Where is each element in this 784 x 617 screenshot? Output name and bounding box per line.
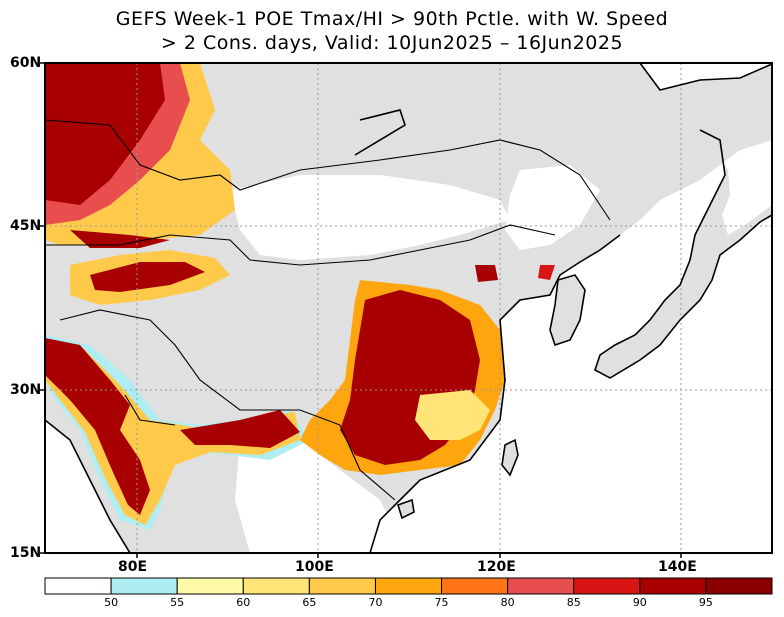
region-indochina-low (235, 440, 395, 553)
colorbar-swatch (308, 577, 376, 595)
colorbar-label: 65 (302, 596, 317, 609)
country-borders (44, 119, 611, 501)
colorbar-label: 80 (500, 596, 515, 609)
colorbar-swatch (507, 577, 575, 595)
lon-label-140e: 140E (658, 559, 697, 575)
colorbar-label: 75 (434, 596, 449, 609)
landmass-japan (595, 130, 772, 378)
lon-label-120e: 120E (477, 559, 516, 575)
lat-label-30n: 30N (10, 382, 42, 398)
colorbar-swatch (44, 577, 112, 595)
map-title-line2: > 2 Cons. days, Valid: 10Jun2025 – 16Jun… (160, 32, 624, 54)
colorbar-swatch (110, 577, 178, 595)
colorbar-swatch (374, 577, 443, 595)
colorbar-label: 60 (236, 596, 251, 609)
colorbar-label: 85 (566, 596, 581, 609)
map-frame (44, 62, 773, 554)
lon-label-100e: 100E (295, 559, 334, 575)
coastlines (44, 62, 773, 554)
colorbar-swatch (705, 577, 773, 595)
colorbar-label: 70 (368, 596, 383, 609)
probability-overlay (45, 63, 555, 530)
colorbar-swatch (639, 577, 707, 595)
lat-label-15n: 15N (10, 545, 42, 561)
axis-ticks (40, 62, 682, 558)
landmass-taiwan (502, 440, 518, 475)
lat-label-60n: 60N (10, 55, 42, 71)
map-title-line1: GEFS Week-1 POE Tmax/HI > 90th Pctle. wi… (115, 8, 669, 30)
colorbar-swatch (242, 577, 310, 595)
region-mongolia-low (230, 175, 510, 260)
region-south-india-low (45, 420, 130, 553)
lat-label-45n: 45N (10, 218, 42, 234)
colorbar (44, 577, 773, 595)
colorbar-label: 55 (170, 596, 185, 609)
colorbar-swatch (176, 577, 244, 595)
lon-label-80e: 80E (118, 559, 148, 575)
colorbar-swatch (573, 577, 641, 595)
colorbar-label: 95 (698, 596, 713, 609)
colorbar-label: 50 (104, 596, 119, 609)
colorbar-swatch (441, 577, 509, 595)
graticule (45, 63, 772, 553)
colorbar-label: 90 (632, 596, 647, 609)
